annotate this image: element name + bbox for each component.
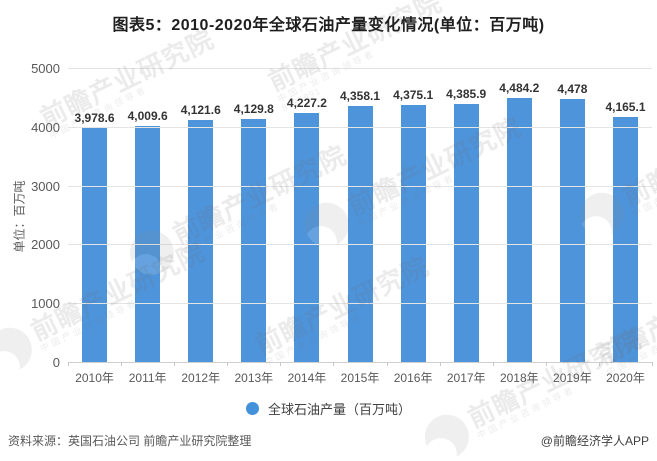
bar-group-2010年: 3,978.6 (68, 111, 121, 362)
bar-group-2013年: 4,129.8 (227, 102, 280, 362)
y-tick-label: 4000 (31, 119, 60, 135)
bar-group-2012年: 4,121.6 (174, 103, 227, 362)
bar-value-label: 4,385.9 (446, 87, 487, 102)
x-tick-mark (439, 362, 441, 366)
x-category-label: 2012年 (181, 371, 221, 385)
x-tick-mark (227, 362, 229, 366)
bar-value-label: 3,978.6 (74, 111, 115, 126)
x-category-label: 2015年 (340, 371, 380, 385)
bar (135, 126, 161, 362)
bar (241, 119, 267, 362)
gridline-5000 (68, 68, 652, 69)
y-tick-label: 2000 (31, 237, 60, 253)
gridline-4000 (68, 126, 652, 128)
bar (506, 98, 532, 362)
x-tick-mark (545, 362, 547, 366)
x-category-label: 2020年 (606, 371, 645, 385)
x-tick-mark (280, 362, 282, 366)
bar-group-2019年: 4,478 (546, 82, 599, 362)
gridline-0 (68, 362, 652, 363)
qianzhan-logo-icon (0, 320, 40, 380)
x-category-label: 2011年 (128, 371, 167, 385)
data-source-text: 资料来源：英国石油公司 前瞻产业研究院整理 (8, 434, 252, 448)
x-tick-mark (652, 362, 653, 366)
x-category-label: 2014年 (287, 371, 327, 385)
x-tick-mark (492, 362, 494, 366)
bar-group-2016年: 4,375.1 (387, 88, 440, 362)
bar-value-label: 4,121.6 (180, 102, 221, 117)
bar-value-label: 4,129.8 (233, 102, 274, 117)
x-category-label: 2010年 (75, 371, 114, 385)
y-tick-label: 0 (52, 355, 60, 370)
footer: 资料来源：英国石油公司 前瞻产业研究院整理 @前瞻经济学人APP (8, 432, 649, 449)
bar (294, 113, 320, 362)
x-tick-mark (68, 362, 69, 366)
bar-group-2020年: 4,165.1 (599, 100, 652, 362)
x-tick-mark (386, 362, 388, 366)
bar-value-label: 4,009.6 (127, 109, 168, 124)
y-tick-label: 5000 (31, 61, 60, 76)
legend-marker-icon (245, 402, 259, 415)
bar-value-label: 4,227.2 (286, 96, 327, 111)
bar (453, 104, 479, 362)
bar-value-label: 4,165.1 (605, 100, 646, 115)
legend: 全球石油产量（百万吨） (0, 399, 657, 418)
gridline-2000 (68, 244, 652, 246)
x-tick-mark (121, 362, 123, 366)
x-category-label: 2018年 (499, 371, 539, 385)
bar-value-label: 4,478 (557, 81, 588, 96)
bar-group-2014年: 4,227.2 (280, 96, 333, 362)
bar-group-2015年: 4,358.1 (333, 89, 386, 362)
x-category-label: 2016年 (393, 371, 433, 385)
bar-group-2017年: 4,385.9 (440, 87, 493, 362)
watermark-subtext: 中国产业咨询领导者 (475, 384, 577, 441)
legend-label: 全球石油产量（百万吨） (267, 402, 411, 417)
x-axis-labels: 2010年 2011年 2012年 2013年 2014年 2015年 2016年 2017年… (68, 369, 652, 386)
chart-title: 图表5：2010-2020年全球石油产量变化情况(单位：百万吨) (112, 17, 545, 34)
x-category-label: 2013年 (234, 371, 274, 385)
bar-value-label: 4,484.2 (499, 81, 540, 96)
bar (188, 119, 214, 362)
x-category-label: 2017年 (446, 371, 486, 385)
x-tick-mark (598, 362, 600, 366)
bar (559, 98, 585, 362)
y-tick-label: 1000 (31, 296, 60, 312)
bar (347, 105, 373, 362)
bar-value-label: 4,358.1 (339, 88, 381, 103)
bar (612, 117, 638, 362)
gridline-3000 (68, 185, 652, 187)
bar-group-2018年: 4,484.2 (493, 81, 546, 362)
plot-area: 3,978.6 4,009.6 4,121.6 4,129.8 4,227.2 4,358… (31, 61, 653, 370)
bar-value-label: 4,375.1 (393, 87, 434, 102)
x-category-label: 2019年 (553, 371, 592, 385)
x-tick-mark (333, 362, 335, 366)
gridline-1000 (68, 303, 652, 305)
credit-text: @前瞻经济学人APP (540, 434, 649, 448)
bar-group-2011年: 4,009.6 (121, 109, 174, 362)
bar (400, 104, 426, 362)
y-tick-label: 3000 (31, 178, 60, 194)
x-tick-mark (174, 362, 176, 366)
bars-container: 3,978.6 4,009.6 4,121.6 4,129.8 4,227.2 4,358… (68, 68, 652, 362)
